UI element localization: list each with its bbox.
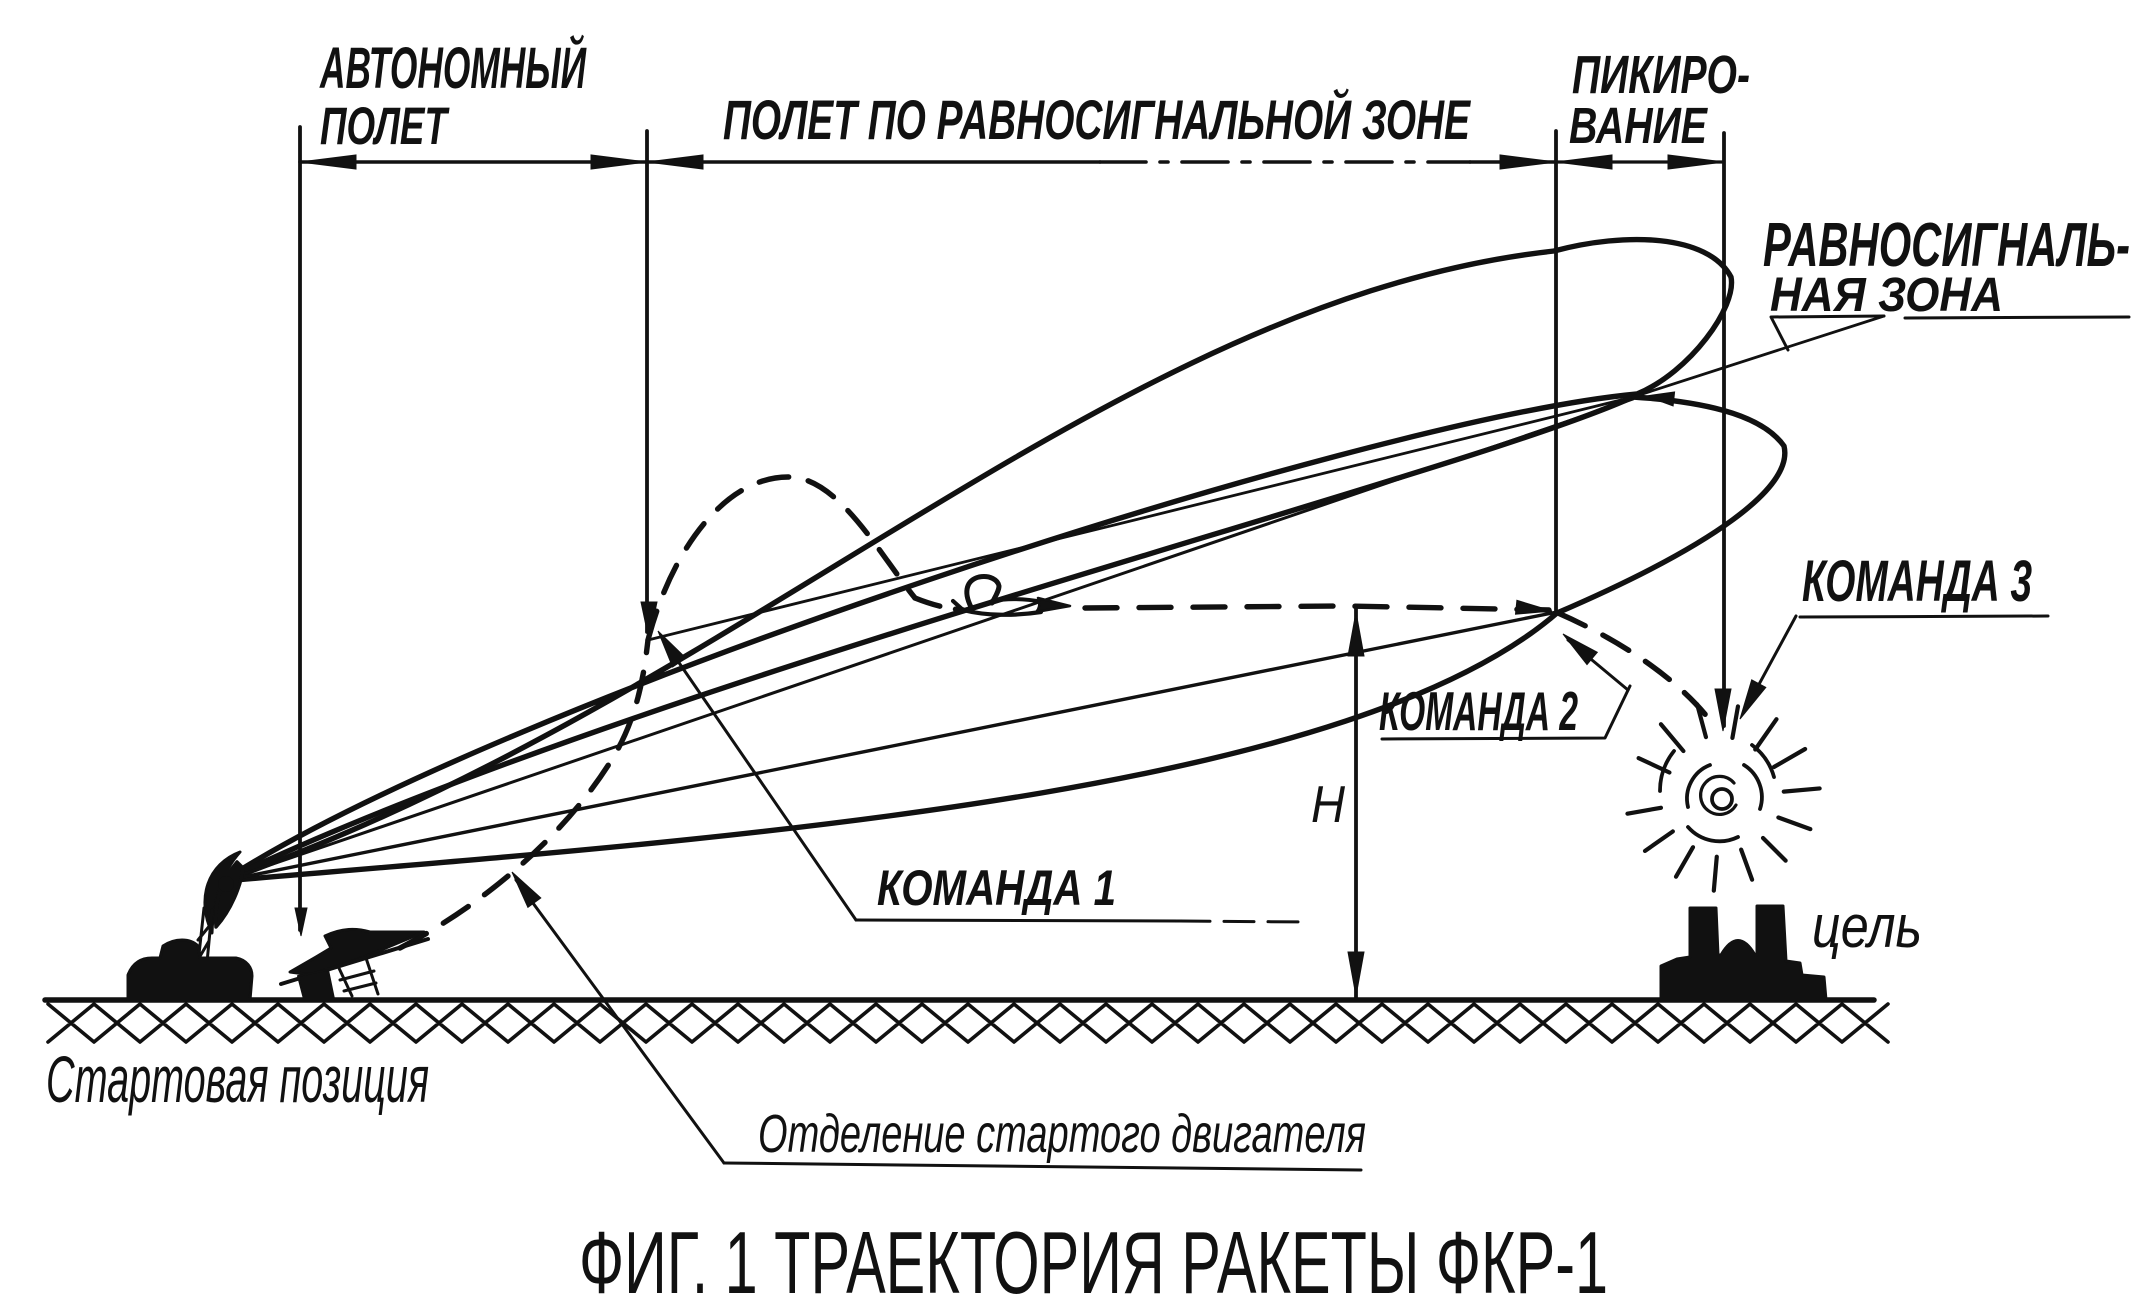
svg-text:АВТОНОМНЫЙ: АВТОНОМНЫЙ [319,35,587,101]
svg-text:Н: Н [1311,776,1345,834]
svg-text:Отделение стартого двигателя: Отделение стартого двигателя [758,1104,1366,1164]
svg-text:Стартовая позиция: Стартовая позиция [46,1042,429,1116]
svg-text:ПИКИРО-: ПИКИРО- [1572,45,1750,105]
svg-text:ВАНИЕ: ВАНИЕ [1569,97,1709,154]
svg-text:цель: цель [1812,893,1922,960]
svg-text:КОМАНДА 1: КОМАНДА 1 [877,860,1116,916]
svg-text:ПОЛЕТ: ПОЛЕТ [320,97,450,156]
svg-text:ФИГ. 1 ТРАЕКТОРИЯ РАКЕТЫ ФК: ФИГ. 1 ТРАЕКТОРИЯ РАКЕТЫ ФКР-1 [579,1213,1608,1307]
svg-text:РАВНОСИГНАЛЬ-: РАВНОСИГНАЛЬ- [1763,211,2130,280]
svg-text:КОМАНДА 3: КОМАНДА 3 [1802,549,2032,614]
svg-text:ПОЛЕТ ПО РАВНОСИГНАЛЬНОЙ ЗОНЕ: ПОЛЕТ ПО РАВНОСИГНАЛЬНОЙ ЗОНЕ [723,88,1471,151]
svg-text:КОМАНДА 2: КОМАНДА 2 [1379,680,1578,742]
svg-text:НАЯ ЗОНА: НАЯ ЗОНА [1770,269,2003,322]
